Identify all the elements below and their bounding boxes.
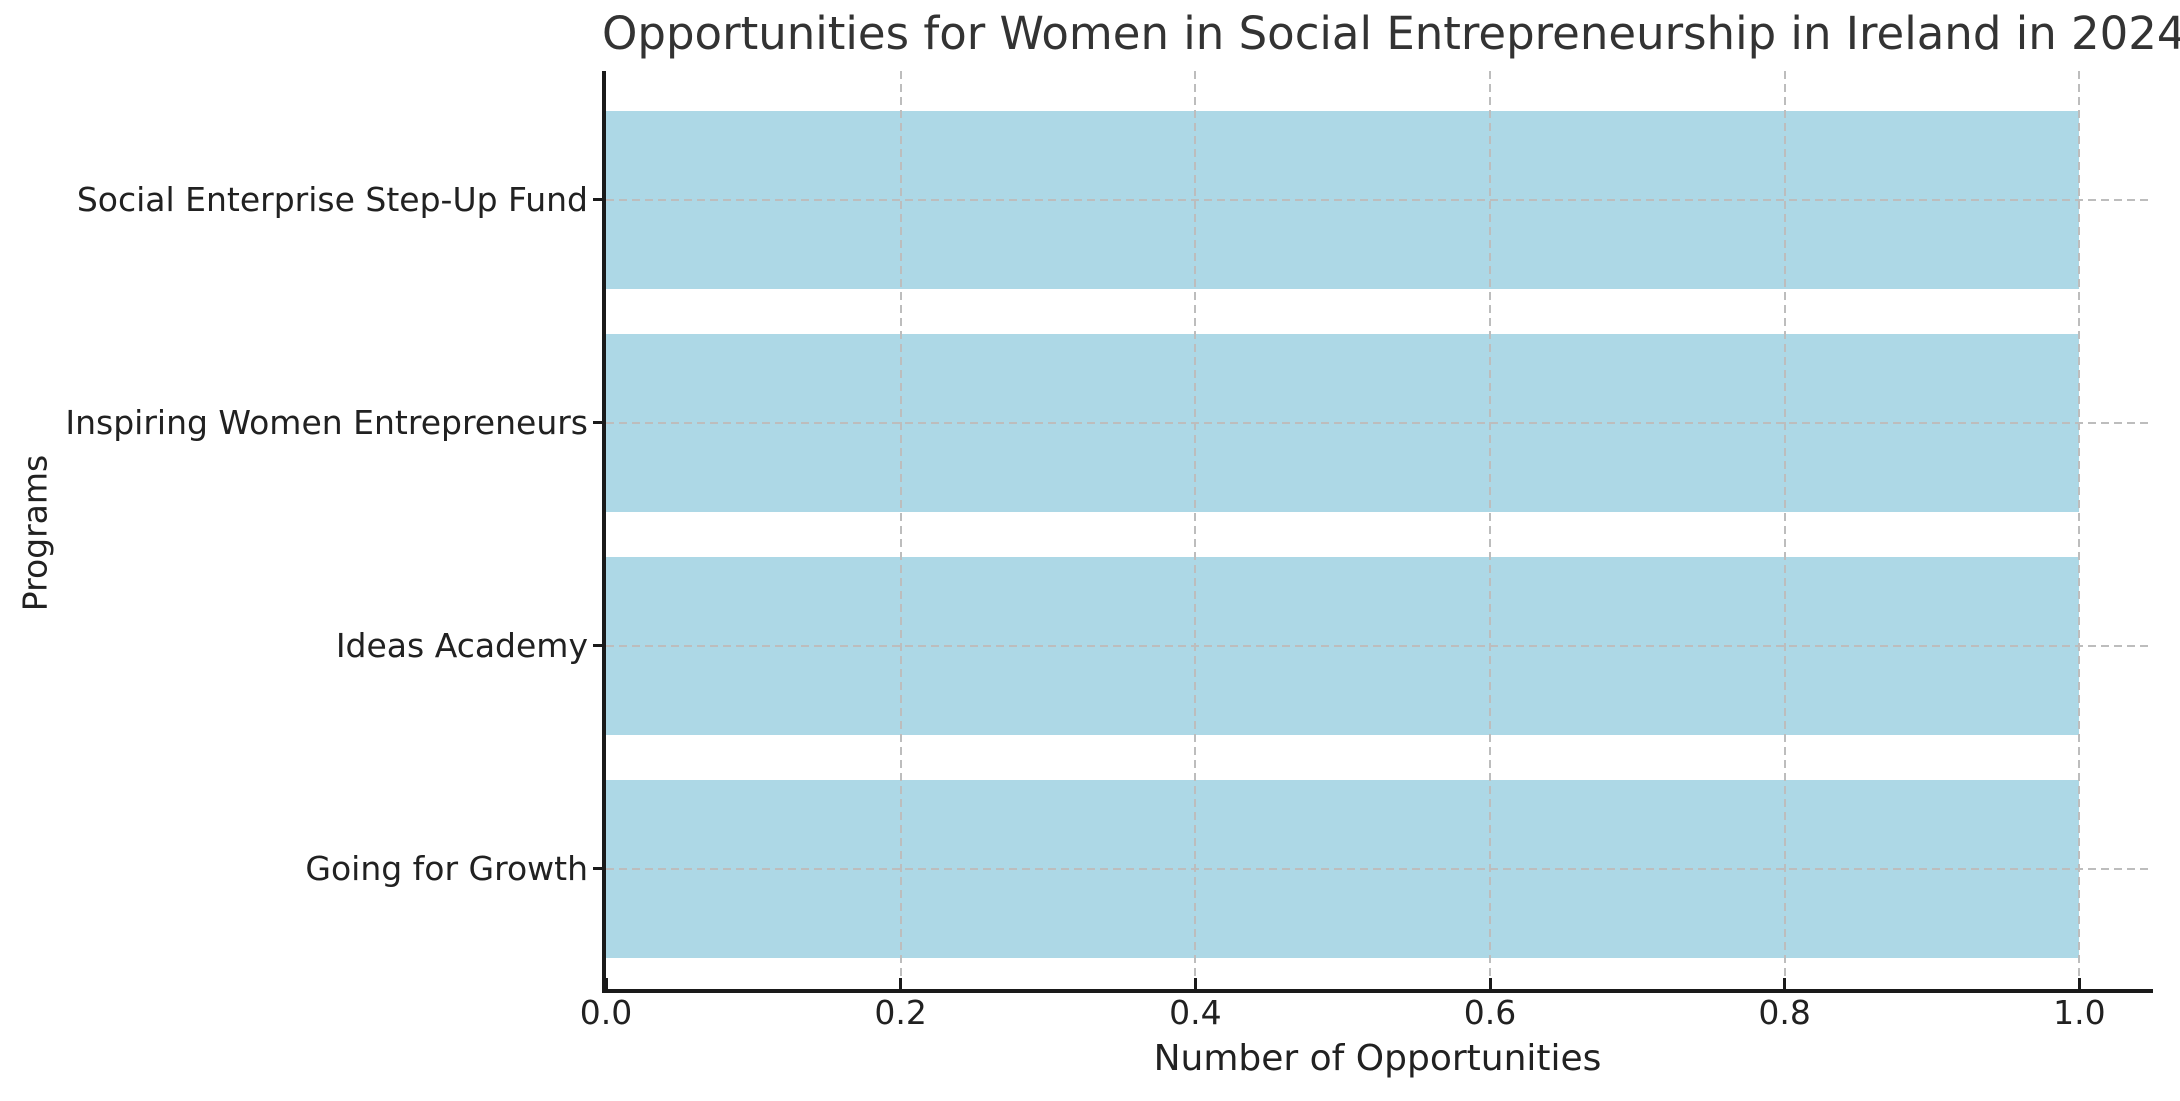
- x-tick-label: 0.6: [1463, 993, 1517, 1032]
- x-tick-mark: [2077, 978, 2081, 989]
- y-tick-label: Ideas Academy: [335, 626, 588, 666]
- gridline-horizontal: [606, 644, 2153, 647]
- x-tick-label: 0.4: [1169, 993, 1222, 1032]
- gridline-vertical: [1194, 71, 1197, 989]
- y-tick-mark: [593, 867, 602, 871]
- gridline-vertical: [2078, 71, 2081, 989]
- y-tick-label: Going for Growth: [305, 849, 588, 889]
- y-tick-mark: [593, 421, 602, 425]
- plot-area: [602, 71, 2153, 993]
- x-tick-mark: [1488, 978, 1492, 989]
- x-tick-mark: [1783, 978, 1787, 989]
- gridline-vertical: [1489, 71, 1491, 989]
- gridline-vertical: [899, 71, 902, 989]
- x-axis-label: Number of Opportunities: [1153, 1038, 1602, 1079]
- gridline-horizontal: [606, 867, 2153, 870]
- x-tick-mark: [604, 978, 608, 989]
- x-tick-label: 0.8: [1758, 993, 1811, 1032]
- x-tick-label: 0.0: [579, 993, 633, 1032]
- gridline-horizontal: [606, 421, 2153, 424]
- y-tick-mark: [593, 644, 602, 648]
- y-tick-mark: [593, 198, 602, 202]
- y-tick-label: Social Enterprise Step-Up Fund: [76, 180, 588, 220]
- x-tick-mark: [1193, 978, 1197, 989]
- chart-title: Opportunities for Women in Social Entrep…: [602, 7, 2180, 60]
- gridline-vertical: [1783, 71, 1786, 989]
- y-tick-label: Inspiring Women Entrepreneurs: [65, 403, 588, 443]
- x-tick-label: 1.0: [2053, 993, 2106, 1032]
- x-tick-label: 0.2: [874, 993, 927, 1032]
- gridline-horizontal: [606, 198, 2153, 201]
- y-axis-label: Programs: [15, 454, 55, 612]
- x-tick-mark: [899, 978, 903, 989]
